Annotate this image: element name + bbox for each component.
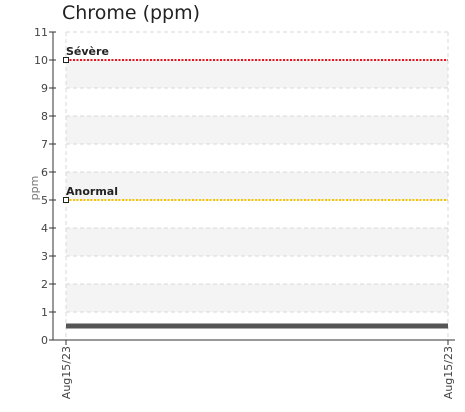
threshold-marker — [63, 197, 69, 203]
y-tick-label: 9 — [41, 82, 48, 95]
chart-title: Chrome (ppm) — [62, 2, 201, 24]
y-tick-label: 4 — [41, 222, 48, 235]
background-bands — [66, 60, 448, 312]
x-tick-label: Aug15/23 — [442, 346, 455, 399]
background-band — [66, 60, 448, 88]
y-tick-label: 2 — [41, 278, 48, 291]
background-band — [66, 116, 448, 144]
y-tick-label: 10 — [34, 54, 48, 67]
y-tick-label: 6 — [41, 166, 48, 179]
background-band — [66, 284, 448, 312]
y-tick-label: 1 — [41, 306, 48, 319]
y-tick-label: 0 — [41, 334, 48, 347]
y-tick-label: 3 — [41, 250, 48, 263]
y-tick-label: 5 — [41, 194, 48, 207]
threshold-lines: Sévère Anormal — [63, 45, 448, 203]
background-band — [66, 228, 448, 256]
y-tick-label: 8 — [41, 110, 48, 123]
y-axis: 0 1 2 3 4 5 6 7 8 9 10 11 — [34, 26, 56, 347]
x-tick-label: Aug15/23 — [60, 346, 73, 399]
y-axis-label: ppm — [28, 176, 41, 201]
threshold-label: Anormal — [66, 185, 118, 198]
background-band — [66, 172, 448, 200]
y-tick-label: 11 — [34, 26, 48, 39]
x-axis: Aug15/23 Aug15/23 — [53, 339, 455, 399]
threshold-label: Sévère — [66, 45, 109, 58]
grid-lines — [65, 31, 449, 341]
y-tick-label: 7 — [41, 138, 48, 151]
threshold-marker — [63, 57, 69, 63]
